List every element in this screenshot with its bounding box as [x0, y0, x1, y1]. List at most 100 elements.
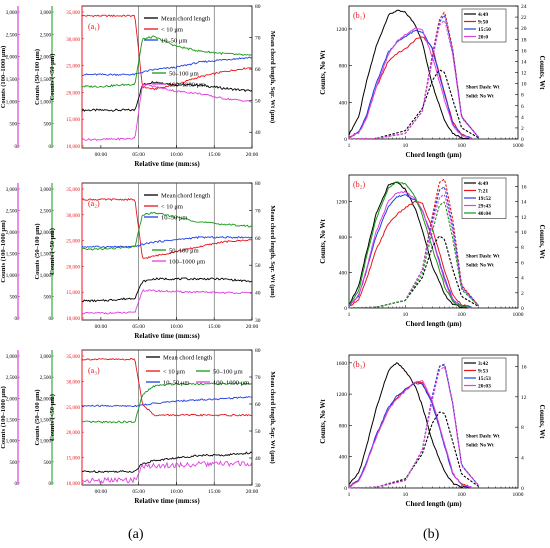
- x-tick-label: 00:00: [95, 152, 108, 158]
- y-tick-label: 10: [521, 82, 527, 88]
- axis-title-right: Mean chord length, Sqr. Wt (μm): [269, 371, 276, 463]
- series-line: [81, 83, 253, 141]
- series-dashed: [349, 193, 480, 309]
- axis-title-a50: Counts (50–100 μm): [34, 223, 41, 279]
- axis-tick-label: 2,000: [6, 397, 18, 402]
- axis-tick-label: 40: [255, 456, 261, 462]
- axis-tick-label: 15,000: [66, 118, 80, 123]
- series-solid: [348, 27, 472, 140]
- series-line: [81, 358, 253, 417]
- legend-label: 100–1000 μm: [169, 259, 205, 266]
- series-dashed: [349, 201, 479, 309]
- axis-tick-label: 3,000: [6, 355, 18, 360]
- axis-title-a50: Counts (50–100 μm): [34, 389, 41, 445]
- y-tick-label: 22: [521, 15, 527, 21]
- x-tick-label: 10:00: [170, 324, 183, 330]
- axis-tick-label: 35,000: [66, 188, 80, 193]
- legend-label: < 10 μm: [161, 27, 183, 34]
- x-tick-label: 15:00: [208, 489, 221, 495]
- y-axis-title-right: Counts, Wt: [538, 55, 546, 90]
- series-dashed: [349, 19, 480, 140]
- axis-tick-label: 0: [15, 145, 18, 150]
- y-tick-label: 14: [521, 59, 527, 65]
- x-axis-title: Relative time (mm:ss): [134, 497, 200, 505]
- axis-tick-label: 2,500: [40, 33, 52, 38]
- axis-tick-label: 30: [255, 483, 261, 489]
- axis-tick-label: 25,000: [66, 240, 80, 245]
- axis-tick-label: 70: [255, 208, 261, 214]
- legend-label: 15:50: [478, 27, 491, 33]
- axis-title-right: Mean chord length, Sqr. Wt (μm): [269, 31, 276, 123]
- axis-tick-label: 500: [44, 461, 52, 466]
- axis-tick-label: 80: [255, 348, 261, 354]
- axis-tick-label: 2,000: [6, 56, 18, 61]
- x-axis-title: Chord length (μm): [405, 320, 462, 328]
- series-solid: [348, 190, 472, 309]
- x-tick-label: 1000: [513, 492, 524, 498]
- legend-label: 4:49: [478, 12, 488, 18]
- y-tick-label: 400: [339, 100, 348, 106]
- axis-title-a10: Counts (<50 μm): [49, 228, 56, 275]
- y-tick-label: 4: [521, 276, 524, 282]
- axis-tick-label: 30,000: [66, 38, 80, 43]
- series-solid: [348, 194, 472, 309]
- axis-tick-label: 30,000: [66, 214, 80, 219]
- x-tick-label: 1: [348, 492, 351, 498]
- axis-tick-label: 25,000: [66, 65, 80, 70]
- axis-tick-label: 2,000: [40, 231, 52, 236]
- axis-tick-label: 20,000: [66, 265, 80, 270]
- y-tick-label: 16: [521, 364, 527, 370]
- x-tick-label: 1: [348, 143, 351, 149]
- y-tick-label: 14: [521, 200, 527, 206]
- y-tick-label: 0: [344, 137, 347, 143]
- x-tick-label: 1: [348, 312, 351, 318]
- y-tick-label: 20: [521, 26, 527, 32]
- x-tick-label: 05:00: [132, 152, 145, 158]
- y-tick-label: 18: [521, 37, 527, 43]
- x-tick-label: 1000: [513, 143, 524, 149]
- axis-tick-label: 500: [10, 123, 18, 128]
- axis-tick-label: 1,000: [40, 274, 52, 279]
- axis-tick-label: 3,000: [40, 188, 52, 193]
- axis-tick-label: 500: [44, 296, 52, 301]
- x-tick-label: 10:00: [170, 152, 183, 158]
- series-line: [81, 396, 253, 408]
- axis-tick-label: 3,000: [40, 11, 52, 16]
- axis-tick-label: 70: [255, 36, 261, 42]
- y-tick-label: 800: [339, 64, 348, 70]
- panel-tag: (b₃): [353, 360, 365, 369]
- legend-label: 50–100 μm: [169, 248, 199, 255]
- legend-label: 10–50 μm: [161, 38, 187, 45]
- series-solid: [348, 380, 472, 489]
- y-axis-title-left: Counts, No Wt: [319, 399, 327, 444]
- y-tick-label: 0: [521, 486, 524, 492]
- panel-b3: 1 10 100 1000 Chord length (μm) 0 400 800 1200 16…: [319, 354, 546, 508]
- axis-tick-label: 20,000: [66, 91, 80, 96]
- axis-tick-label: 2,500: [40, 210, 52, 215]
- series-line: [81, 289, 253, 315]
- y-tick-label: 800: [339, 423, 348, 429]
- legend-label: < 10 μm: [161, 204, 183, 211]
- axis-tick-label: 35,000: [66, 11, 80, 16]
- panel-tag: (a₂): [88, 199, 100, 208]
- axis-tick-label: 50: [255, 263, 261, 269]
- y-axis-title-right: Counts, Wt: [538, 224, 546, 259]
- series-dashed: [349, 366, 480, 489]
- x-tick-label: 100: [458, 492, 467, 498]
- y-tick-label: 8: [521, 425, 524, 431]
- y-tick-label: 16: [521, 48, 527, 54]
- legend-label: 20:0: [478, 35, 488, 41]
- x-axis-title: Chord length (μm): [405, 500, 462, 508]
- legend-label: 7:21: [478, 189, 488, 195]
- y-axis-title-left: Counts, No Wt: [319, 50, 327, 95]
- note-solid: Solid: No Wt: [466, 263, 494, 268]
- axis-tick-label: 80: [255, 181, 261, 187]
- legend-label: 4:49: [478, 181, 488, 187]
- x-tick-label: 10:00: [170, 489, 183, 495]
- legend-label: 9:50: [478, 20, 488, 26]
- axis-tick-label: 500: [10, 296, 18, 301]
- y-tick-label: 8: [521, 93, 524, 99]
- axis-tick-label: 10,000: [66, 317, 80, 322]
